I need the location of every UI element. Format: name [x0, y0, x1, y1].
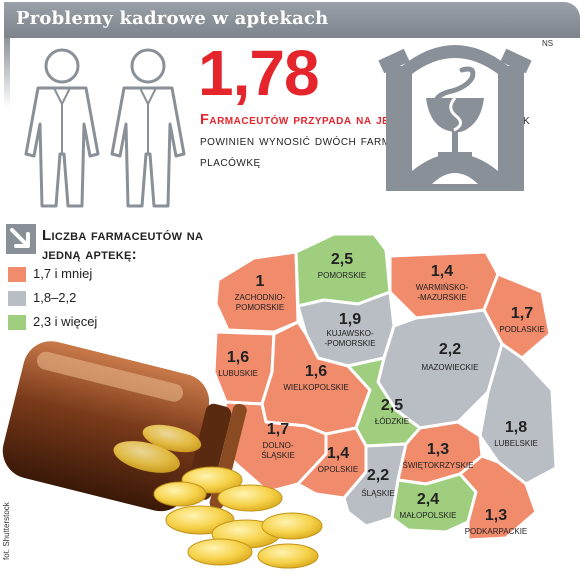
legend-swatch-high: [8, 315, 26, 331]
label-warminsko-mazurskie-1: WARMIŃSKO-: [416, 283, 469, 292]
pharmacy-caduceus-icon: [378, 45, 532, 191]
label-podkarpackie: PODKARPACKIE: [465, 527, 528, 536]
legend-item-high: 2,3 i więcej: [8, 314, 98, 331]
label-kujawsko-pomorskie-2: -POMORSKIE: [324, 339, 375, 348]
label-mazowieckie: MAZOWIECKIE: [422, 363, 479, 372]
value-lubelskie: 1,8: [505, 419, 527, 436]
voivodeship-map: 1 ZACHODNIO- POMORSKIE 2,5 POMORSKIE 1,4…: [212, 232, 558, 542]
region-zachodnio-pomorskie: [214, 250, 300, 334]
legend-title: Liczba farmaceutów na jedną aptekę:: [42, 227, 204, 263]
corner-arrow-icon: [6, 224, 36, 254]
value-podkarpackie: 1,3: [485, 507, 507, 524]
label-pomorskie: POMORSKIE: [318, 271, 366, 280]
label-podlaskie: PODLASKIE: [499, 325, 544, 334]
legend-item-low: 1,7 i mniej: [8, 266, 93, 283]
label-malopolskie: MAŁOPOLSKIE: [400, 511, 457, 520]
value-pomorskie: 2,5: [331, 251, 353, 268]
label-dolnoslaskie-2: ŚLĄSKIE: [261, 451, 294, 460]
label-lubuskie: LUBUSKIE: [218, 369, 258, 378]
value-zachodnio-pomorskie: 1: [256, 273, 265, 290]
value-wielkopolskie: 1,6: [305, 363, 327, 380]
ratio-number: 1,78: [198, 37, 320, 109]
source-tag: NS: [542, 39, 554, 48]
legend-label-high: 2,3 i więcej: [33, 314, 98, 329]
value-mazowieckie: 2,2: [439, 341, 461, 358]
legend-item-mid: 1,8–2,2: [8, 290, 77, 307]
legend-label-low: 1,7 i mniej: [33, 266, 93, 281]
value-warminsko-mazurskie: 1,4: [431, 263, 453, 280]
side-stripe: [4, 38, 10, 108]
value-dolnoslaskie: 1,7: [267, 421, 289, 438]
photo-credit: fot. Shutterstock: [2, 502, 11, 560]
value-lubuskie: 1,6: [227, 349, 249, 366]
pharmacist-figure-icon: [24, 48, 186, 208]
title-bar: Problemy kadrowe w aptekach: [4, 2, 580, 38]
value-opolskie: 1,4: [327, 445, 349, 462]
value-kujawsko-pomorskie: 1,9: [339, 311, 361, 328]
legend-swatch-mid: [8, 291, 26, 307]
region-podkarpackie: [458, 454, 538, 542]
label-swietokrzyskie: ŚWIĘTOKRZYSKIE: [403, 461, 474, 470]
label-opolskie: OPOLSKIE: [318, 465, 358, 474]
label-dolnoslaskie-1: DOLNO-: [262, 441, 293, 450]
label-kujawsko-pomorskie-1: KUJAWSKO-: [326, 329, 374, 338]
label-wielkopolskie: WIELKOPOLSKIE: [283, 383, 348, 392]
label-zachodnio-pomorskie-1: ZACHODNIO-: [235, 293, 286, 302]
value-slaskie: 2,2: [367, 467, 389, 484]
label-lubelskie: LUBELSKIE: [494, 439, 538, 448]
label-lodzkie: ŁÓDZKIE: [375, 417, 409, 426]
value-podlaskie: 1,7: [511, 305, 533, 322]
label-warminsko-mazurskie-2: -MAZURSKIE: [417, 293, 466, 302]
value-malopolskie: 2,4: [417, 491, 439, 508]
region-pomorskie: [294, 232, 392, 308]
label-zachodnio-pomorskie-2: POMORSKIE: [236, 303, 284, 312]
label-slaskie: ŚLĄSKIE: [361, 489, 394, 498]
page-title: Problemy kadrowe w aptekach: [16, 8, 329, 29]
value-lodzkie: 2,5: [381, 397, 403, 414]
legend-swatch-low: [8, 267, 26, 283]
legend-label-mid: 1,8–2,2: [33, 290, 77, 305]
pill-bottle-image: [2, 341, 323, 569]
value-swietokrzyskie: 1,3: [427, 441, 449, 458]
